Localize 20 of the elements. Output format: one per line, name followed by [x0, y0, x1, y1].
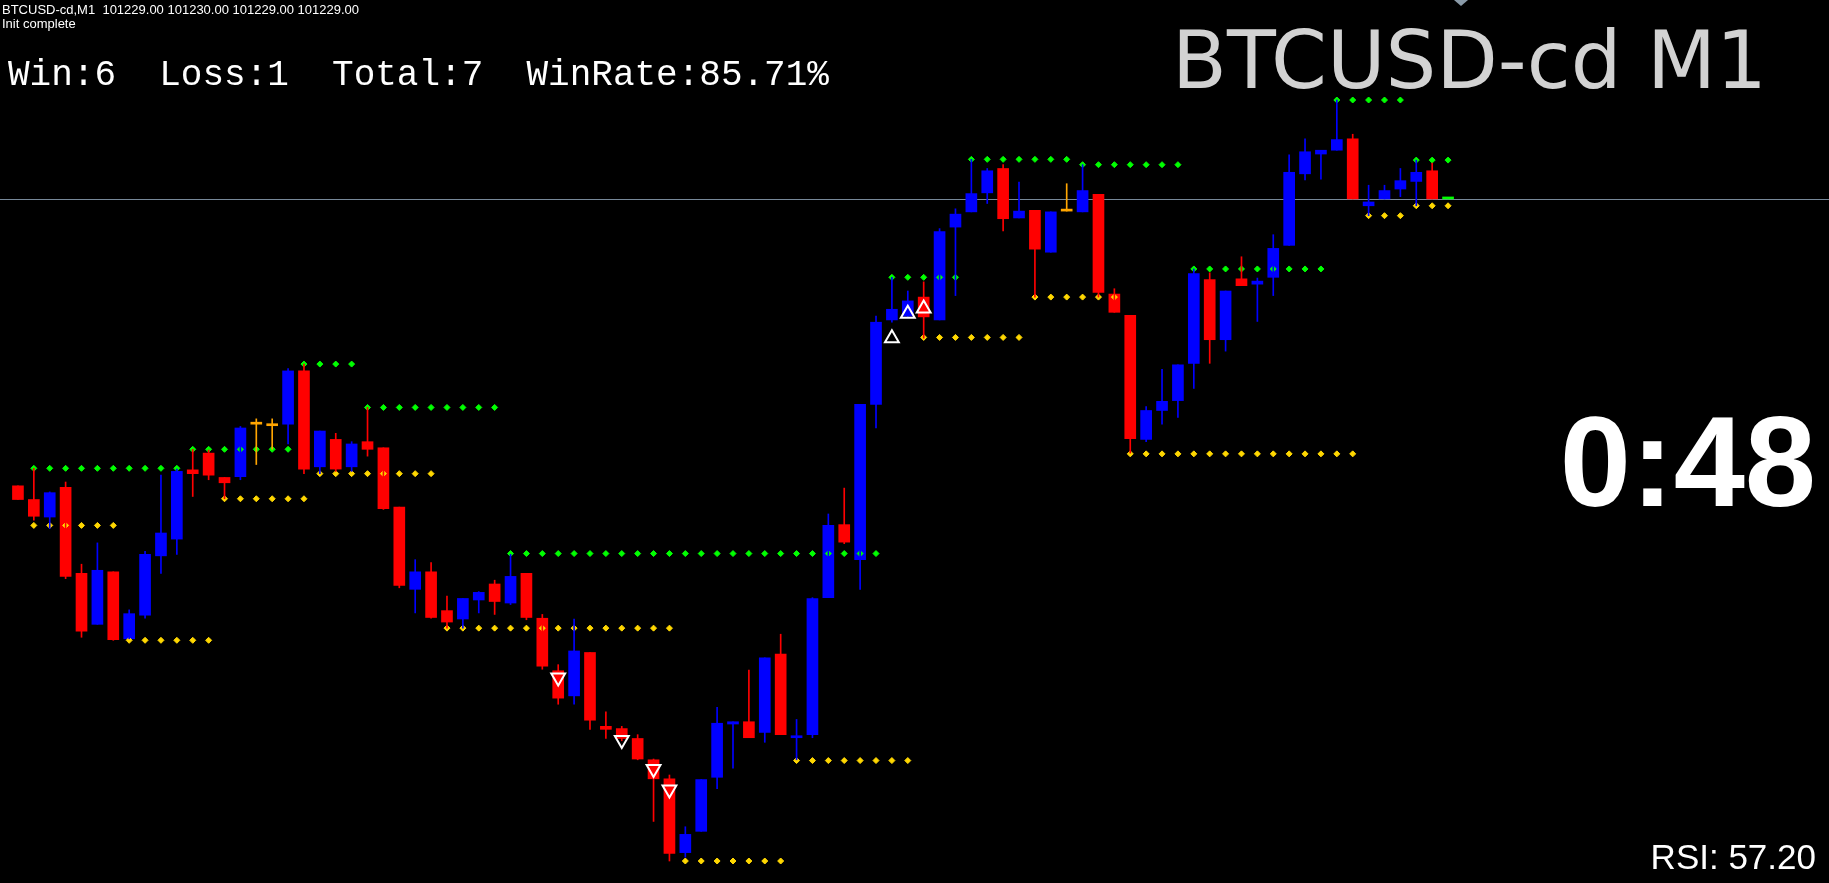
point	[883, 329, 900, 344]
point	[613, 735, 630, 749]
point	[661, 784, 678, 799]
point	[899, 304, 916, 319]
text: RSI: 57.20	[1650, 837, 1816, 877]
point	[550, 672, 567, 687]
text: Win:6 Loss:1 Total:7 WinRate:85.71%	[8, 55, 829, 96]
point	[915, 299, 932, 314]
candlestick	[12, 485, 24, 500]
text: BTCUSD-cd,M1 101229.00 101230.00 101229.00 101229.00	[2, 2, 360, 17]
candlestick	[600, 711, 612, 739]
candlestick	[409, 559, 422, 614]
point	[645, 763, 662, 778]
text: Init complete	[2, 16, 76, 31]
candlestick	[1044, 211, 1057, 253]
candlestick	[695, 779, 708, 832]
candlestick	[1330, 99, 1343, 151]
chart-title: BTCUSD-cd M1	[1172, 14, 1767, 107]
text: 0:48	[1559, 389, 1816, 535]
candlestick	[266, 418, 279, 450]
